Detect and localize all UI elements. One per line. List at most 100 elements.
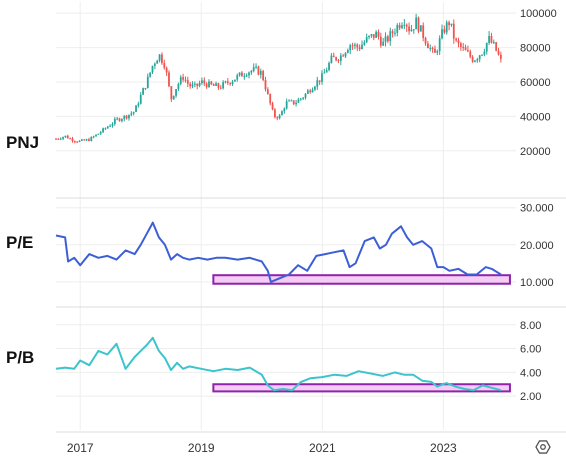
candle-body [224,81,227,83]
candle-body [429,47,432,49]
x-tick-label: 2023 [430,441,457,455]
candle-body [137,103,140,106]
candle-body [332,55,335,58]
candle-body [274,109,276,118]
candle-body [281,111,283,116]
candle-body [431,47,434,49]
candle-body [78,140,81,142]
candle-body [398,25,401,28]
candle-body [135,105,137,112]
candle-body [339,55,342,61]
candle-body [443,29,446,33]
candle-body [363,42,366,45]
candle-body [248,72,250,76]
candle-body [408,26,410,32]
candle-body [146,76,149,88]
candle-body [64,135,67,138]
candle-body [445,22,448,33]
candle-body [478,55,481,60]
candle-body [391,31,394,34]
candle-body [116,118,119,120]
highlight-range-rect [212,383,511,393]
y-tick-label: 40000 [520,111,551,123]
candle-body [76,141,79,143]
candle-body [73,141,76,143]
candle-body [111,123,114,126]
candle-body [69,138,72,140]
panel-label: P/B [6,348,34,367]
gear-icon[interactable] [535,440,551,454]
candle-body [448,22,450,26]
candle-body [450,23,453,26]
candle-body [335,57,338,61]
candle-body [196,83,199,86]
candle-body [311,89,314,93]
y-tick-label: 20.000 [520,240,554,252]
candle-body [455,38,458,41]
candle-body [130,113,133,115]
candle-body [354,44,356,46]
candle-body [389,31,392,42]
candle-body [172,95,175,100]
candle-body [85,139,88,141]
candle-body [370,34,373,36]
candle-body [419,25,422,32]
candle-body [236,75,239,80]
candle-body [485,42,488,52]
candle-body [184,79,187,81]
candle-body [182,77,185,80]
candle-body [151,65,154,73]
panel-pb: 8.00 6.00 4.00 2.00 P/B [6,320,541,403]
candle-body [415,17,418,30]
candle-body [121,119,123,121]
candle-body [394,32,396,34]
candle-body [109,125,112,127]
candle-body [88,139,90,142]
candle-body [163,63,166,68]
candle-body [344,52,347,57]
candle-body [179,77,182,84]
candle-body [170,86,173,100]
candle-body [299,98,302,100]
candle-body [321,73,323,82]
candle-body [403,24,406,26]
candle-body [55,138,57,140]
candle-body [139,94,142,104]
candle-body [483,51,486,55]
candle-body [325,70,328,73]
candle-body [142,88,144,95]
candle-body [59,138,62,140]
candle-body [215,83,217,86]
candle-body [144,87,147,89]
y-tick-label: 6.00 [520,344,541,356]
candle-body [412,29,415,31]
candle-body [189,83,192,87]
candle-body [375,31,378,38]
candle-body [203,80,206,84]
candle-body [156,60,159,64]
candle-body [457,40,460,44]
candle-body [95,134,97,137]
candle-body [168,72,170,87]
candle-body [186,80,189,84]
candle-body [488,35,490,43]
candle-body [441,29,443,39]
panel-pe: 30.000 20.000 10.000 P/E [6,203,554,289]
candle-body [201,80,203,84]
candle-body [198,83,201,86]
candle-body [92,136,95,138]
candle-body [161,54,163,64]
x-tick-label: 2019 [188,441,215,455]
candle-body [290,100,293,102]
candle-body [462,46,465,48]
candle-body [481,54,483,56]
candle-body [467,50,469,52]
candle-body [245,75,248,77]
candle-body [271,103,274,110]
candle-body [424,38,427,44]
candle-body [499,54,502,59]
candle-body [304,93,307,98]
candle-body [238,72,241,76]
y-tick-label: 10.000 [520,277,554,289]
candle-body [356,44,359,48]
